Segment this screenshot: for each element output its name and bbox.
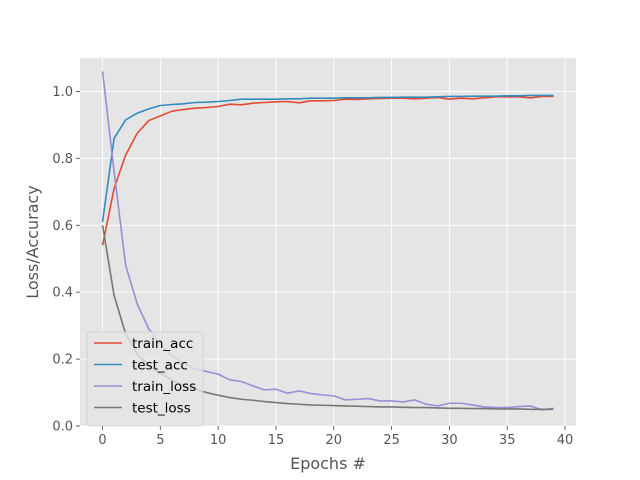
grid	[80, 58, 576, 427]
y-tick-label: 0.0	[52, 420, 73, 435]
x-tick-label: 15	[268, 433, 285, 448]
legend-label-test-loss: test_loss	[132, 401, 191, 417]
x-tick-label: 35	[499, 433, 516, 448]
x-axis-ticks: 0 5 10 15 20 25 30 35 40	[98, 426, 573, 448]
x-axis-label: Epochs #	[290, 454, 366, 473]
x-tick-label: 10	[210, 433, 227, 448]
legend: train_acc test_acc train_loss test_loss	[86, 331, 204, 427]
y-tick-label: 0.8	[52, 152, 73, 167]
y-tick-label: 0.6	[52, 219, 73, 234]
y-axis-ticks: 0.0 0.2 0.4 0.6 0.8 1.0	[52, 85, 80, 435]
x-tick-label: 5	[156, 433, 164, 448]
x-tick-label: 20	[326, 433, 343, 448]
y-tick-label: 0.4	[52, 286, 73, 301]
x-tick-label: 0	[98, 433, 106, 448]
x-tick-label: 25	[383, 433, 400, 448]
legend-label-test-acc: test_acc	[132, 358, 188, 374]
y-axis-label: Loss/Accuracy	[23, 185, 42, 299]
x-tick-label: 40	[557, 433, 574, 448]
y-tick-label: 0.2	[52, 353, 73, 368]
legend-box	[86, 331, 204, 427]
legend-label-train-acc: train_acc	[132, 336, 193, 352]
y-tick-label: 1.0	[52, 85, 73, 100]
series-line-test-acc	[101, 94, 554, 223]
legend-label-train-loss: train_loss	[132, 379, 196, 395]
x-tick-label: 30	[441, 433, 458, 448]
series-line-train-acc	[101, 95, 554, 246]
